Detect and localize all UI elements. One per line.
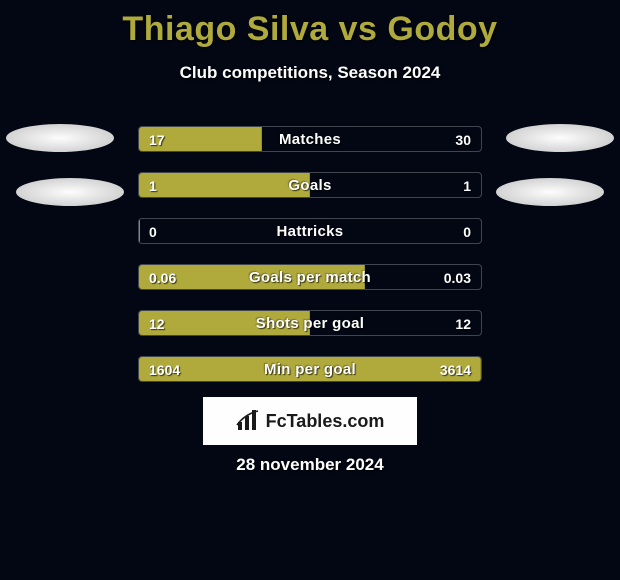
player-left-avatar-1 — [6, 124, 114, 152]
stat-row: 17 Matches 30 — [138, 126, 482, 152]
footer-date: 28 november 2024 — [0, 455, 620, 475]
stat-right-value: 3614 — [440, 357, 471, 381]
stat-label: Shots per goal — [139, 311, 481, 335]
stat-label: Goals per match — [139, 265, 481, 289]
stat-right-value: 0.03 — [444, 265, 471, 289]
stat-label: Min per goal — [139, 357, 481, 381]
stat-label: Goals — [139, 173, 481, 197]
stat-row: 1604 Min per goal 3614 — [138, 356, 482, 382]
fctables-logo-text: FcTables.com — [266, 411, 385, 432]
stat-label: Matches — [139, 127, 481, 151]
fctables-logo[interactable]: FcTables.com — [203, 397, 417, 445]
stat-right-value: 0 — [463, 219, 471, 243]
stat-row: 0.06 Goals per match 0.03 — [138, 264, 482, 290]
page-subtitle: Club competitions, Season 2024 — [0, 63, 620, 83]
player-right-avatar-2 — [496, 178, 604, 206]
bar-chart-icon — [236, 410, 260, 432]
stat-label: Hattricks — [139, 219, 481, 243]
stat-row: 0 Hattricks 0 — [138, 218, 482, 244]
stat-row: 1 Goals 1 — [138, 172, 482, 198]
stat-right-value: 12 — [455, 311, 471, 335]
player-left-avatar-2 — [16, 178, 124, 206]
page-title: Thiago Silva vs Godoy — [0, 0, 620, 49]
stat-right-value: 30 — [455, 127, 471, 151]
stat-right-value: 1 — [463, 173, 471, 197]
player-right-avatar-1 — [506, 124, 614, 152]
stats-bars: 17 Matches 30 1 Goals 1 0 Hattricks 0 0.… — [138, 126, 482, 402]
stat-row: 12 Shots per goal 12 — [138, 310, 482, 336]
